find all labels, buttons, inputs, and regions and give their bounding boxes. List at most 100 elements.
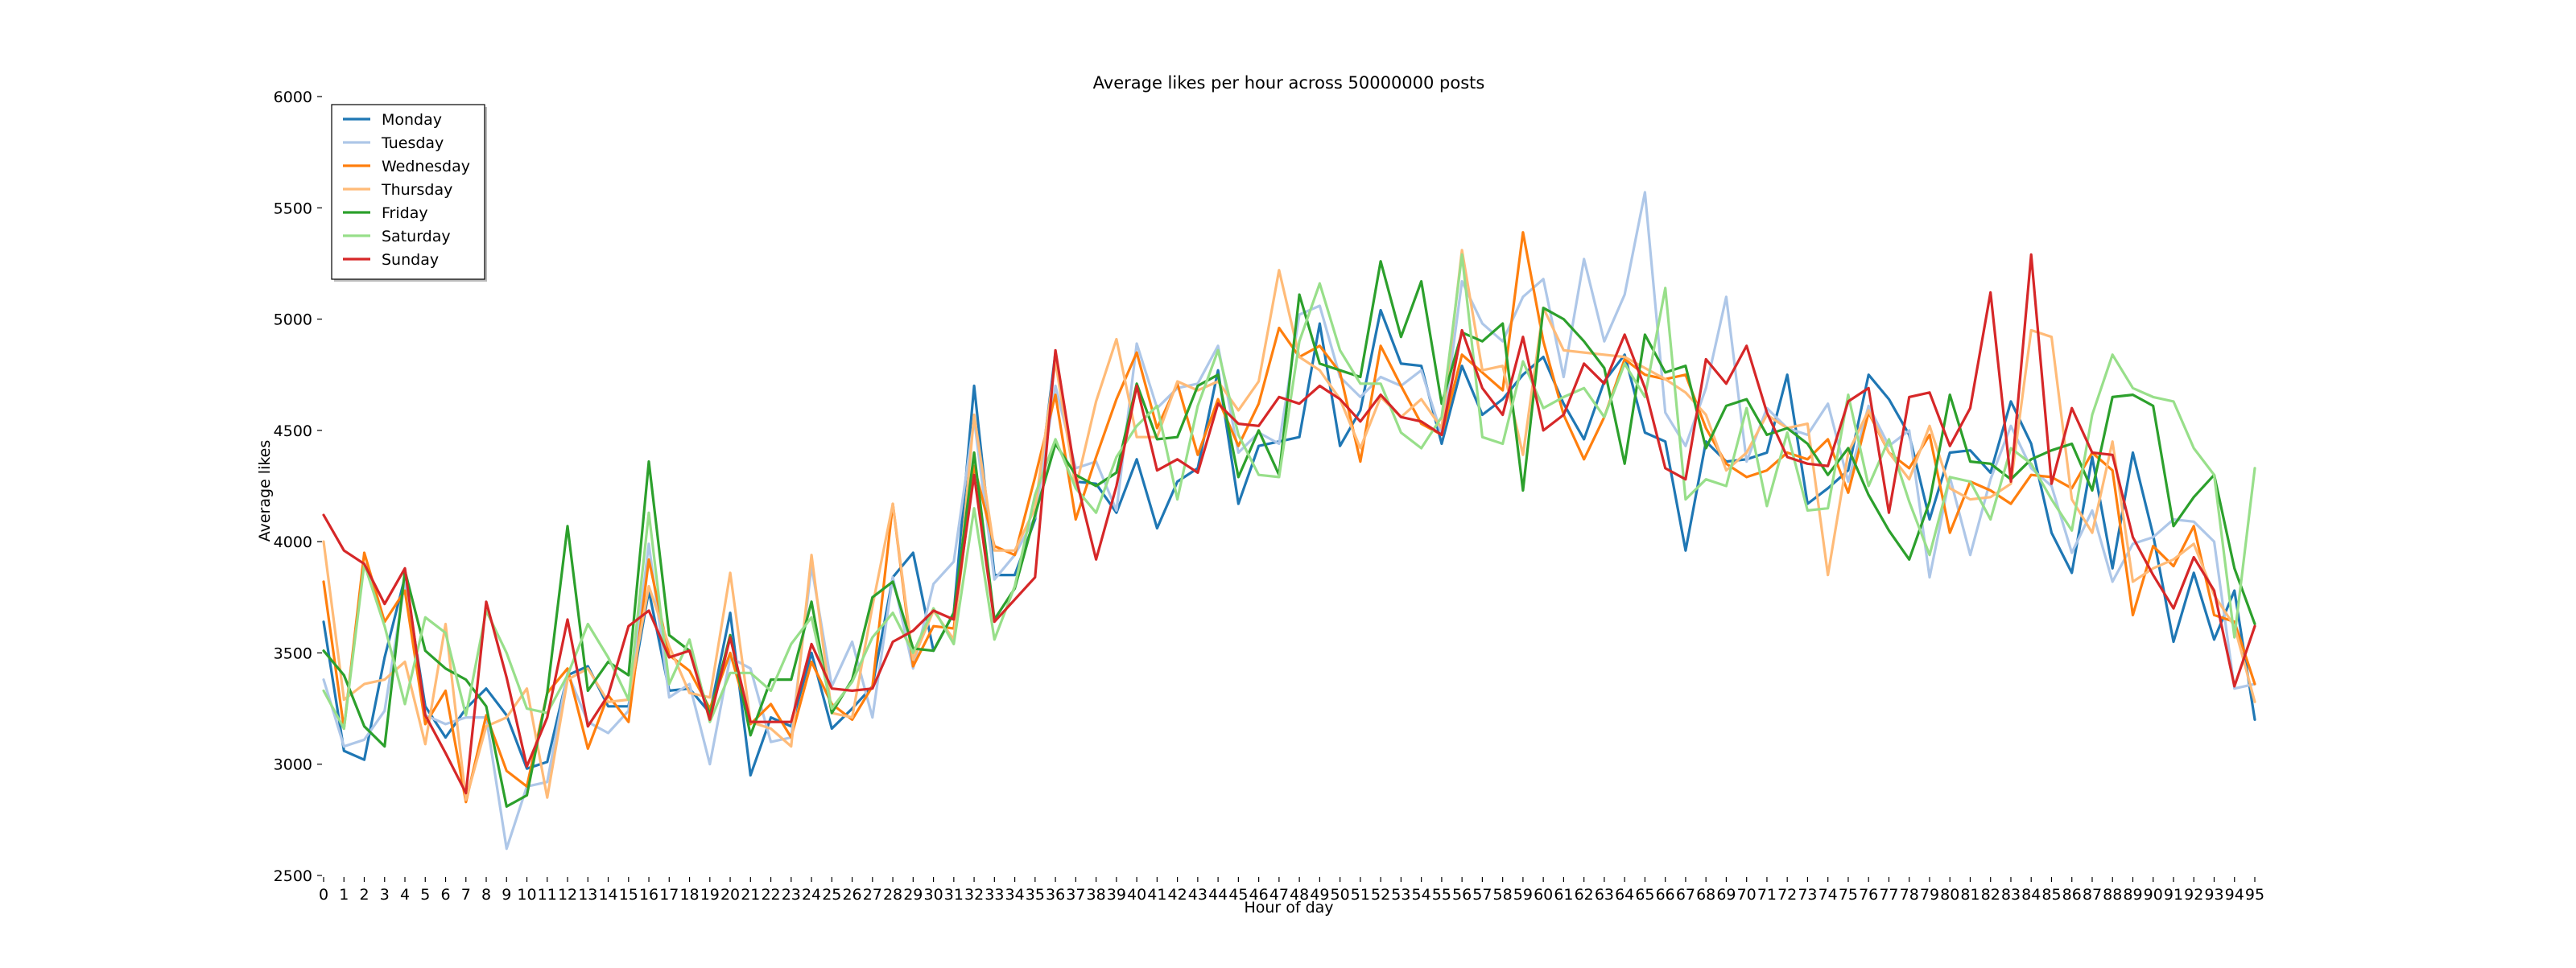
x-tick-label: 28	[883, 886, 902, 904]
x-tick-label: 74	[1818, 886, 1838, 904]
x-tick-label: 24	[802, 886, 821, 904]
x-tick-label: 62	[1575, 886, 1594, 904]
x-tick-label: 60	[1534, 886, 1553, 904]
x-tick-label: 44	[1208, 886, 1228, 904]
x-tick-label: 15	[619, 886, 638, 904]
x-tick-label: 77	[1879, 886, 1898, 904]
y-tick-label: 3500	[274, 645, 312, 662]
x-tick-label: 34	[1005, 886, 1024, 904]
series-line-wednesday	[322, 231, 2256, 804]
x-tick-label: 39	[1107, 886, 1126, 904]
x-tick-label: 72	[1777, 886, 1797, 904]
x-tick-label: 18	[679, 886, 699, 904]
x-tick-label: 4	[400, 886, 410, 904]
x-tick-label: 59	[1513, 886, 1533, 904]
legend-label-monday: Monday	[382, 111, 442, 129]
x-tick-label: 89	[2123, 886, 2142, 904]
y-tick-label: 4500	[274, 422, 312, 440]
x-tick-label: 84	[2021, 886, 2041, 904]
x-tick-label: 52	[1371, 886, 1390, 904]
x-tick-label: 48	[1290, 886, 1309, 904]
x-tick-label: 63	[1595, 886, 1614, 904]
x-tick-label: 23	[782, 886, 801, 904]
x-tick-label: 30	[923, 886, 943, 904]
x-tick-label: 26	[842, 886, 861, 904]
x-tick-label: 45	[1228, 886, 1248, 904]
x-tick-label: 75	[1839, 886, 1858, 904]
x-tick-label: 14	[598, 886, 617, 904]
x-tick-label: 79	[1920, 886, 1939, 904]
x-tick-label: 80	[1940, 886, 1959, 904]
series-layer	[322, 191, 2256, 851]
x-tick-label: 87	[2083, 886, 2102, 904]
x-tick-label: 54	[1412, 886, 1431, 904]
x-tick-label: 33	[985, 886, 1004, 904]
x-tick-label: 76	[1859, 886, 1878, 904]
x-tick-label: 8	[481, 886, 491, 904]
y-axis-label: Average likes	[256, 440, 274, 542]
x-tick-label: 29	[903, 886, 923, 904]
y-axis: 2500 3000 3500 4000 4500 5000 5500 6000	[274, 89, 322, 885]
series-line-sunday	[322, 253, 2256, 795]
y-tick-label: 5500	[274, 200, 312, 217]
legend-label-friday: Friday	[382, 204, 428, 222]
x-tick-label: 40	[1127, 886, 1146, 904]
x-tick-label: 46	[1249, 886, 1269, 904]
x-tick-label: 51	[1351, 886, 1370, 904]
x-tick-label: 21	[741, 886, 760, 904]
y-tick-label: 5000	[274, 311, 312, 329]
x-tick-label: 9	[502, 886, 511, 904]
x-tick-label: 32	[964, 886, 984, 904]
legend-label-wednesday: Wednesday	[382, 158, 470, 175]
x-tick-label: 83	[2001, 886, 2021, 904]
x-tick-label: 88	[2103, 886, 2122, 904]
x-tick-label: 65	[1635, 886, 1654, 904]
x-tick-label: 22	[761, 886, 780, 904]
x-tick-label: 27	[863, 886, 882, 904]
legend: Monday Tuesday Wednesday Thursday Friday Satu…	[331, 104, 487, 282]
x-tick-label: 0	[319, 886, 328, 904]
x-tick-label: 5	[420, 886, 430, 904]
x-tick-label: 16	[639, 886, 658, 904]
x-tick-label: 95	[2245, 886, 2264, 904]
chart-title: Average likes per hour across 50000000 p…	[1093, 73, 1485, 93]
x-tick-label: 37	[1066, 886, 1085, 904]
x-tick-label: 42	[1168, 886, 1187, 904]
x-axis: 0 1 2 3 4 5 6 7 8 9 10 11 12 13 14 15 16 17 18 19 20 21 22 23 24…	[319, 877, 2264, 904]
x-tick-label: 10	[517, 886, 536, 904]
legend-label-thursday: Thursday	[381, 181, 452, 199]
x-tick-label: 73	[1798, 886, 1817, 904]
x-tick-label: 36	[1046, 886, 1065, 904]
x-tick-label: 61	[1554, 886, 1573, 904]
x-tick-label: 85	[2041, 886, 2061, 904]
x-tick-label: 64	[1615, 886, 1634, 904]
series-line-thursday	[322, 249, 2256, 801]
x-tick-label: 78	[1900, 886, 1919, 904]
x-tick-label: 13	[578, 886, 597, 904]
x-tick-label: 12	[558, 886, 577, 904]
x-tick-label: 2	[359, 886, 369, 904]
x-tick-label: 86	[2062, 886, 2082, 904]
x-tick-label: 31	[944, 886, 964, 904]
x-tick-label: 11	[538, 886, 557, 904]
y-tick-label: 4000	[274, 533, 312, 551]
x-tick-label: 19	[700, 886, 720, 904]
x-tick-label: 35	[1026, 886, 1045, 904]
x-tick-label: 7	[461, 886, 471, 904]
series-line-saturday	[322, 253, 2256, 731]
x-tick-label: 3	[380, 886, 390, 904]
x-tick-label: 69	[1716, 886, 1736, 904]
x-tick-label: 71	[1757, 886, 1777, 904]
x-tick-label: 81	[1960, 886, 1979, 904]
x-tick-label: 91	[2164, 886, 2183, 904]
x-tick-label: 38	[1087, 886, 1106, 904]
x-tick-label: 66	[1656, 886, 1675, 904]
x-tick-label: 1	[339, 886, 349, 904]
x-axis-label: Hour of day	[1244, 899, 1333, 917]
legend-label-tuesday: Tuesday	[381, 134, 444, 152]
x-tick-label: 20	[720, 886, 740, 904]
x-tick-label: 90	[2144, 886, 2163, 904]
x-tick-label: 82	[1981, 886, 2000, 904]
x-tick-label: 68	[1696, 886, 1715, 904]
